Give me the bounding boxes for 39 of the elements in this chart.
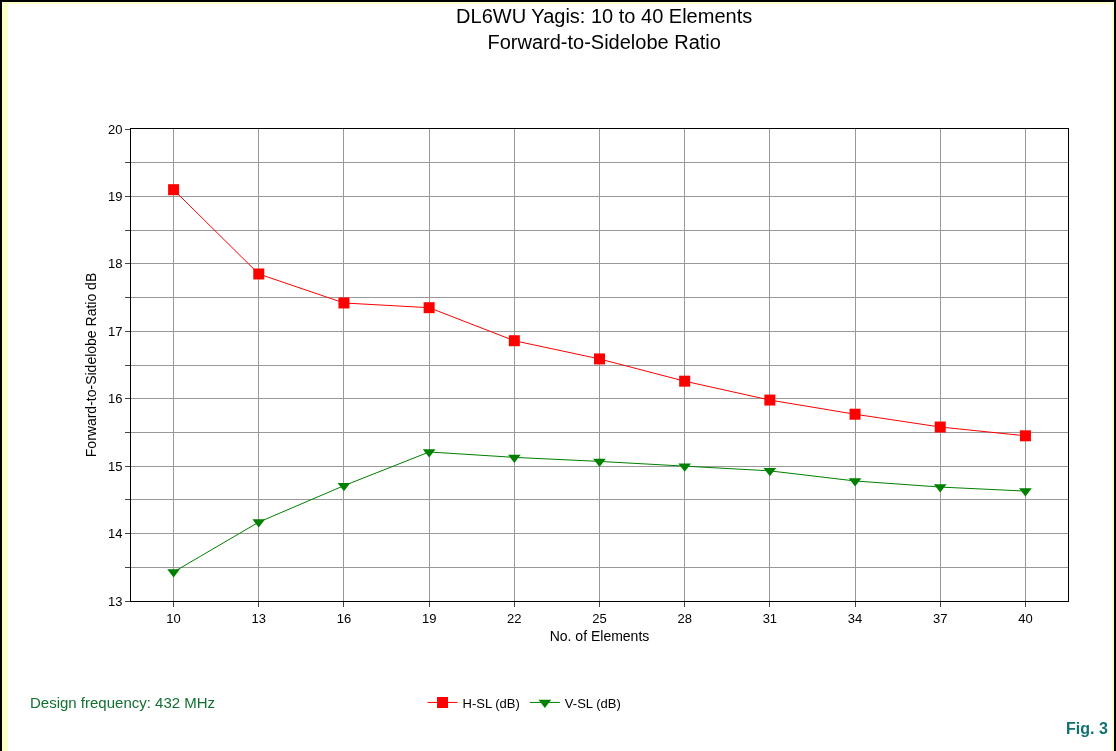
point [253,268,265,280]
point [508,335,520,347]
text: Design frequency: 432 MHz [30,694,216,711]
legend-label: H-SL (dB) [462,695,520,711]
y-tick-label: 18 [107,256,123,272]
point [168,184,180,196]
y-axis-title: Forward-to-Sidelobe Ratio dB [82,272,99,458]
x-tick-label: 13 [251,610,266,626]
x-tick-label: 22 [507,610,522,626]
point [679,375,691,387]
y-tick-label: 20 [107,121,123,137]
y-tick-label: 15 [107,458,123,474]
x-tick-label: 10 [166,610,181,626]
x-tick-label: 19 [421,610,437,626]
x-tick-label: 31 [762,610,778,626]
point [764,394,776,406]
x-tick-label: 28 [677,610,692,626]
x-tick-label: 37 [933,610,948,626]
x-tick-label: 34 [847,610,863,626]
legend-label: V-SL (dB) [564,695,621,711]
point [594,353,605,365]
chart-subtitle: Forward-to-Sidelobe Ratio [487,30,721,53]
point [423,302,435,314]
x-tick-label: 40 [1018,610,1033,626]
y-tick-label: 16 [107,391,123,407]
chart-title: DL6WU Yagis: 10 to 40 Elements [456,4,753,27]
point [337,482,351,492]
caption: Fig. 3 [1066,720,1108,737]
point [849,408,861,420]
point [934,421,946,433]
point [338,297,350,309]
y-tick-label: 14 [107,526,123,542]
y-tick-label: 19 [107,188,123,204]
x-axis-title: No. of Elements [549,627,650,644]
y-tick-label: 13 [107,593,123,609]
x-tick-label: 25 [592,610,607,626]
x-tick-label: 16 [336,610,352,626]
y-tick-label: 17 [107,323,123,339]
point [1019,430,1031,442]
